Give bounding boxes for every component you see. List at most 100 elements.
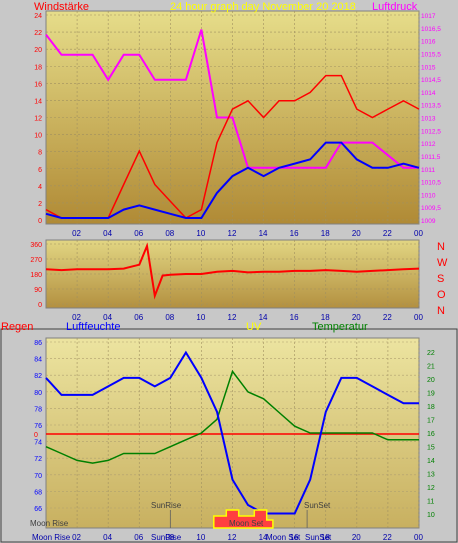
x-tick-label: 12	[228, 313, 237, 322]
humidity-y-tick: 72	[34, 456, 42, 463]
temperature-y-tick: 21	[427, 364, 435, 371]
humidity-label: Luftfeuchte	[66, 321, 120, 333]
x-tick-label: 20	[352, 313, 361, 322]
x-tick-label: 10	[196, 313, 205, 322]
x-tick-label: 10	[196, 533, 205, 542]
x-tick-label: 20	[352, 533, 361, 542]
humidity-y-tick: 84	[34, 357, 42, 364]
humidity-y-tick: 76	[34, 423, 42, 430]
grid-lines	[46, 11, 420, 528]
x-tick-label: 22	[383, 229, 392, 238]
compass-letter: W	[437, 257, 448, 269]
moonrise-bottom-label: Moon Rise	[32, 533, 71, 542]
climate-panel-frame	[0, 328, 458, 543]
temperature-series	[45, 369, 419, 464]
x-tick-label: 06	[134, 313, 143, 322]
pressure-y-tick: 1010	[421, 192, 436, 199]
pressure-y-tick: 1017	[421, 13, 436, 20]
direction-y-tick: 0	[38, 302, 42, 309]
pressure-y-tick: 1014	[421, 90, 436, 97]
pressure-y-tick: 1011,5	[421, 154, 441, 161]
x-tick-label: 18	[321, 229, 330, 238]
compass-letter: N	[437, 241, 445, 253]
x-tick-label: 22	[383, 313, 392, 322]
wind-y-tick: 6	[38, 167, 42, 174]
wind-avg-series	[45, 141, 420, 219]
x-tick-label: 06	[134, 533, 143, 542]
humidity-y-tick: 70	[34, 473, 42, 480]
wind-y-tick: 8	[38, 150, 42, 157]
wind-y-tick: 2	[38, 201, 42, 208]
humidity-y-tick: 86	[34, 340, 42, 347]
pressure-y-tick: 1014,5	[421, 77, 441, 84]
uv-label: UV	[246, 321, 262, 333]
x-tick-label: 14	[259, 533, 268, 542]
temperature-y-tick: 22	[427, 350, 435, 357]
temperature-y-tick: 19	[427, 391, 435, 398]
humidity-y-tick: 74	[34, 440, 42, 447]
moonset-bottom-label: Moon Set	[266, 533, 301, 542]
moonset-annotation: Moon Set	[229, 519, 264, 528]
wind-y-tick: 10	[34, 133, 42, 140]
temperature-y-tick: 14	[427, 458, 435, 465]
sunset-bottom-label: SunSet	[305, 533, 332, 542]
x-tick-label: 14	[259, 313, 268, 322]
sunset-annotation: SunSet	[304, 501, 331, 510]
sunrise-annotation: SunRise	[151, 501, 182, 510]
temperature-y-tick: 10	[427, 512, 435, 519]
temperature-y-tick: 17	[427, 418, 435, 425]
direction-y-tick: 270	[30, 257, 42, 264]
pressure-y-tick: 1009	[421, 218, 436, 225]
x-tick-label: 20	[352, 229, 361, 238]
rain-label: Regen	[1, 321, 33, 333]
pressure-title: Luftdruck	[372, 1, 418, 13]
pressure-series	[45, 29, 419, 169]
direction-y-tick: 180	[30, 272, 42, 279]
temperature-y-tick: 20	[427, 377, 435, 384]
sunrise-bottom-label: SunRise	[151, 533, 182, 542]
x-tick-label: 02	[72, 229, 81, 238]
x-tick-label: 22	[383, 533, 392, 542]
graph-title: 24 hour graph day November 20 2018	[170, 1, 356, 13]
pressure-y-tick: 1016	[421, 39, 436, 46]
x-tick-label: 00	[414, 533, 423, 542]
uv-series	[213, 509, 274, 529]
x-tick-label: 08	[165, 229, 174, 238]
x-tick-label: 04	[103, 313, 112, 322]
x-tick-label: 08	[165, 313, 174, 322]
x-tick-label: 02	[72, 313, 81, 322]
x-tick-label: 16	[290, 313, 299, 322]
x-tick-label: 18	[321, 313, 330, 322]
compass-letter: N	[437, 305, 445, 317]
wind-y-tick: 20	[34, 47, 42, 54]
pressure-y-tick: 1012,5	[421, 128, 441, 135]
x-tick-label: 00	[414, 229, 423, 238]
x-tick-label: 06	[134, 229, 143, 238]
moonrise-annotation: Moon Rise	[30, 519, 69, 528]
pressure-y-tick: 1016,5	[421, 26, 441, 33]
pressure-y-tick: 1012	[421, 141, 436, 148]
wind-title: Windstärke	[34, 1, 89, 13]
x-tick-label: 04	[103, 533, 112, 542]
compass-letter: S	[437, 273, 444, 285]
wind-y-tick: 16	[34, 81, 42, 88]
wind-y-tick: 12	[34, 116, 42, 123]
x-tick-label: 08	[165, 533, 174, 542]
x-tick-label: 14	[259, 229, 268, 238]
data-series	[45, 29, 420, 529]
humidity-y-tick: 66	[34, 506, 42, 513]
pressure-y-tick: 1015,5	[421, 51, 441, 58]
wind-y-tick: 14	[34, 98, 42, 105]
wind-y-tick: 4	[38, 184, 42, 191]
direction-y-tick: 360	[30, 242, 42, 249]
temperature-y-tick: 12	[427, 485, 435, 492]
wind-y-tick: 18	[34, 64, 42, 71]
temperature-label: Temperatur	[312, 321, 368, 333]
temperature-y-tick: 16	[427, 431, 435, 438]
pressure-y-tick: 1010,5	[421, 180, 441, 187]
temperature-y-tick: 13	[427, 472, 435, 479]
